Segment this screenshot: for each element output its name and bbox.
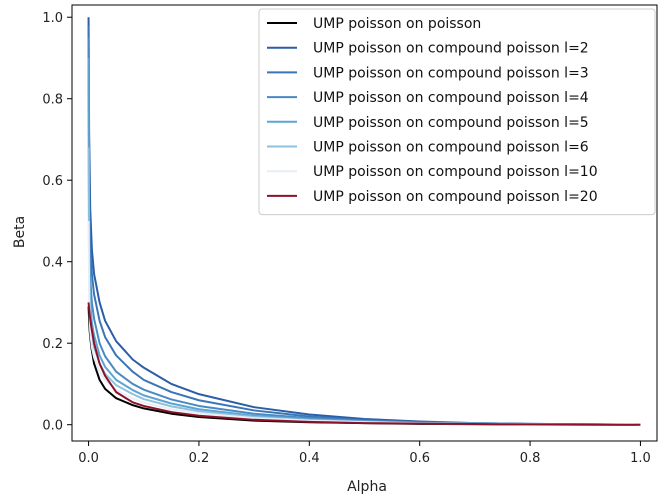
legend-label: UMP poisson on compound poisson l=10 <box>313 164 598 180</box>
legend-label: UMP poisson on compound poisson l=4 <box>313 90 589 106</box>
y-axis-label: Beta <box>12 216 28 248</box>
legend-box <box>258 8 656 216</box>
y-tick-label: 0.0 <box>42 419 63 434</box>
legend: UMP poisson on poisson UMP poisson on com… <box>258 8 656 216</box>
y-tick-label: 1.0 <box>42 11 63 26</box>
y-axis-ticks: 0.0 0.2 0.4 0.6 0.8 1.0 <box>42 11 72 434</box>
x-tick-label: 0.6 <box>409 451 430 466</box>
y-tick-label: 0.6 <box>42 174 63 189</box>
x-tick-label: 0.0 <box>78 451 99 466</box>
legend-label: UMP poisson on poisson <box>313 16 481 32</box>
x-axis-label: Alpha <box>347 479 387 495</box>
x-tick-label: 1.0 <box>630 451 651 466</box>
axes-frame <box>71 4 658 442</box>
y-tick-label: 0.8 <box>42 93 63 108</box>
legend-label: UMP poisson on compound poisson l=6 <box>313 140 589 156</box>
x-axis-ticks: 0.0 0.2 0.4 0.6 0.8 1.0 <box>78 441 651 466</box>
plot-area <box>71 4 658 442</box>
legend-label: UMP poisson on compound poisson l=20 <box>313 189 598 205</box>
x-tick-label: 0.8 <box>520 451 541 466</box>
x-tick-label: 0.2 <box>189 451 210 466</box>
legend-label: UMP poisson on compound poisson l=2 <box>313 41 589 57</box>
y-tick-label: 0.2 <box>42 337 63 352</box>
legend-label: UMP poisson on compound poisson l=3 <box>313 65 589 81</box>
legend-label: UMP poisson on compound poisson l=5 <box>313 115 589 131</box>
x-tick-label: 0.4 <box>299 451 320 466</box>
y-tick-label: 0.4 <box>42 256 63 271</box>
series-line-8 <box>87 302 641 426</box>
